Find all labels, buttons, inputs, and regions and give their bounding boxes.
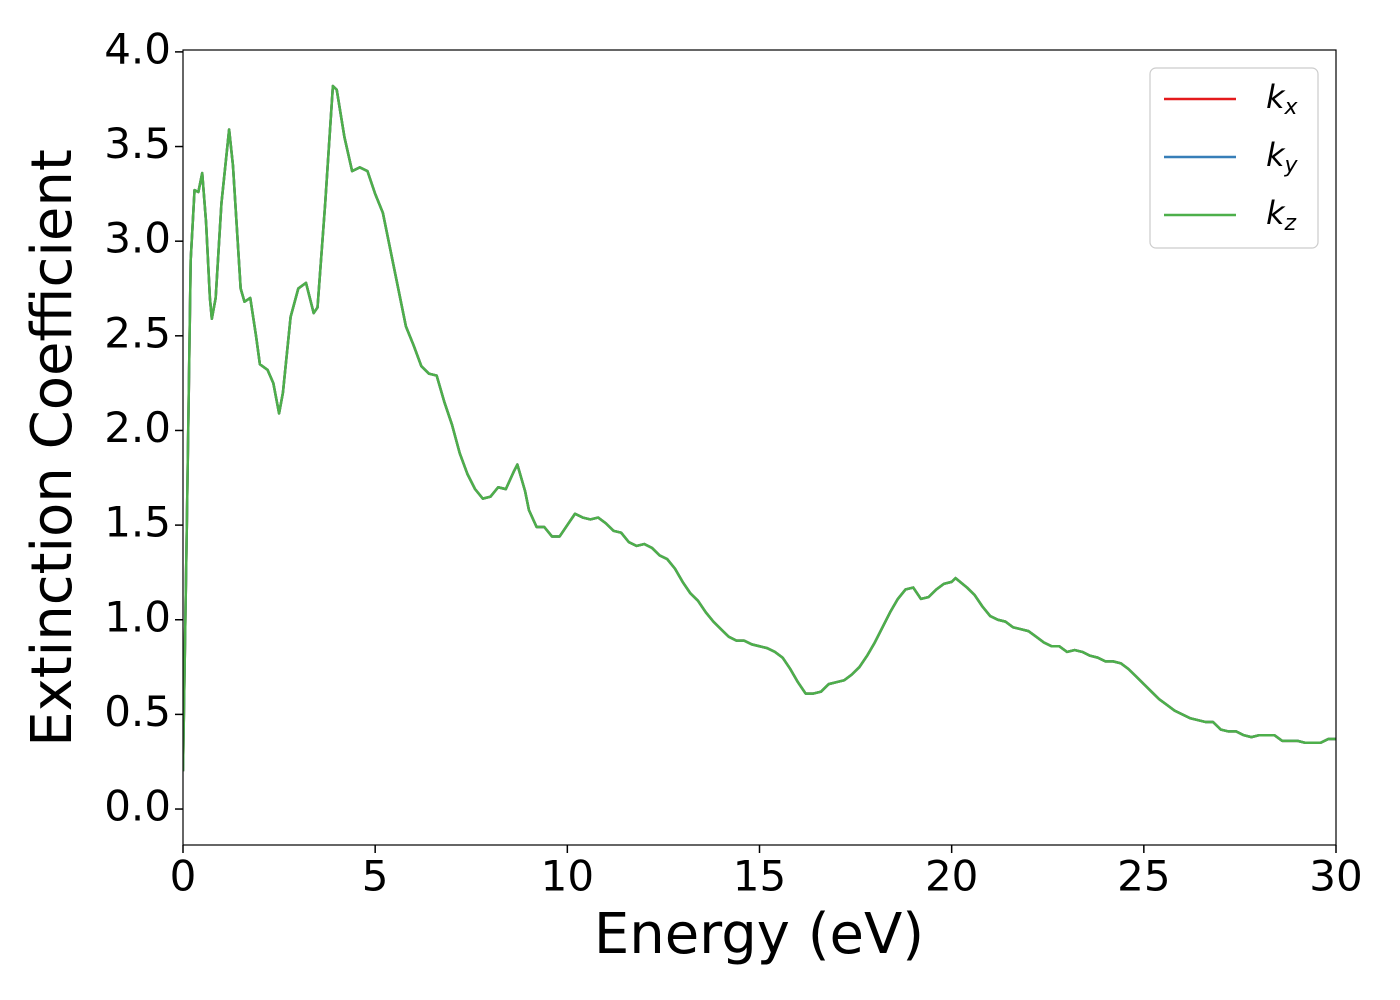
x-tick-label: 25 <box>1117 852 1170 901</box>
y-tick-label: 1.5 <box>104 498 171 547</box>
y-axis-label: Extinction Coefficient <box>20 149 85 747</box>
legend-label: ky <box>1266 136 1299 178</box>
x-tick-label: 10 <box>541 852 594 901</box>
y-tick-label: 2.0 <box>104 403 171 452</box>
x-tick-label: 30 <box>1309 852 1362 901</box>
y-tick-label: 3.5 <box>104 119 171 168</box>
y-tick-label: 4.0 <box>104 24 171 73</box>
legend-label: kz <box>1266 194 1297 236</box>
data-line <box>183 84 1336 772</box>
y-tick-label: 0.5 <box>104 687 171 736</box>
x-tick-label: 0 <box>170 852 197 901</box>
y-tick-label: 0.0 <box>104 782 171 831</box>
x-tick-label: 20 <box>925 852 978 901</box>
y-tick-label: 3.0 <box>104 214 171 263</box>
y-tick-label: 1.0 <box>104 592 171 641</box>
y-tick-label: 2.5 <box>104 308 171 357</box>
legend-label: kx <box>1266 78 1299 120</box>
plot-frame <box>182 49 1337 846</box>
x-tick-label: 15 <box>733 852 786 901</box>
x-tick-label: 5 <box>362 852 389 901</box>
x-axis-label: Energy (eV) <box>594 902 924 967</box>
